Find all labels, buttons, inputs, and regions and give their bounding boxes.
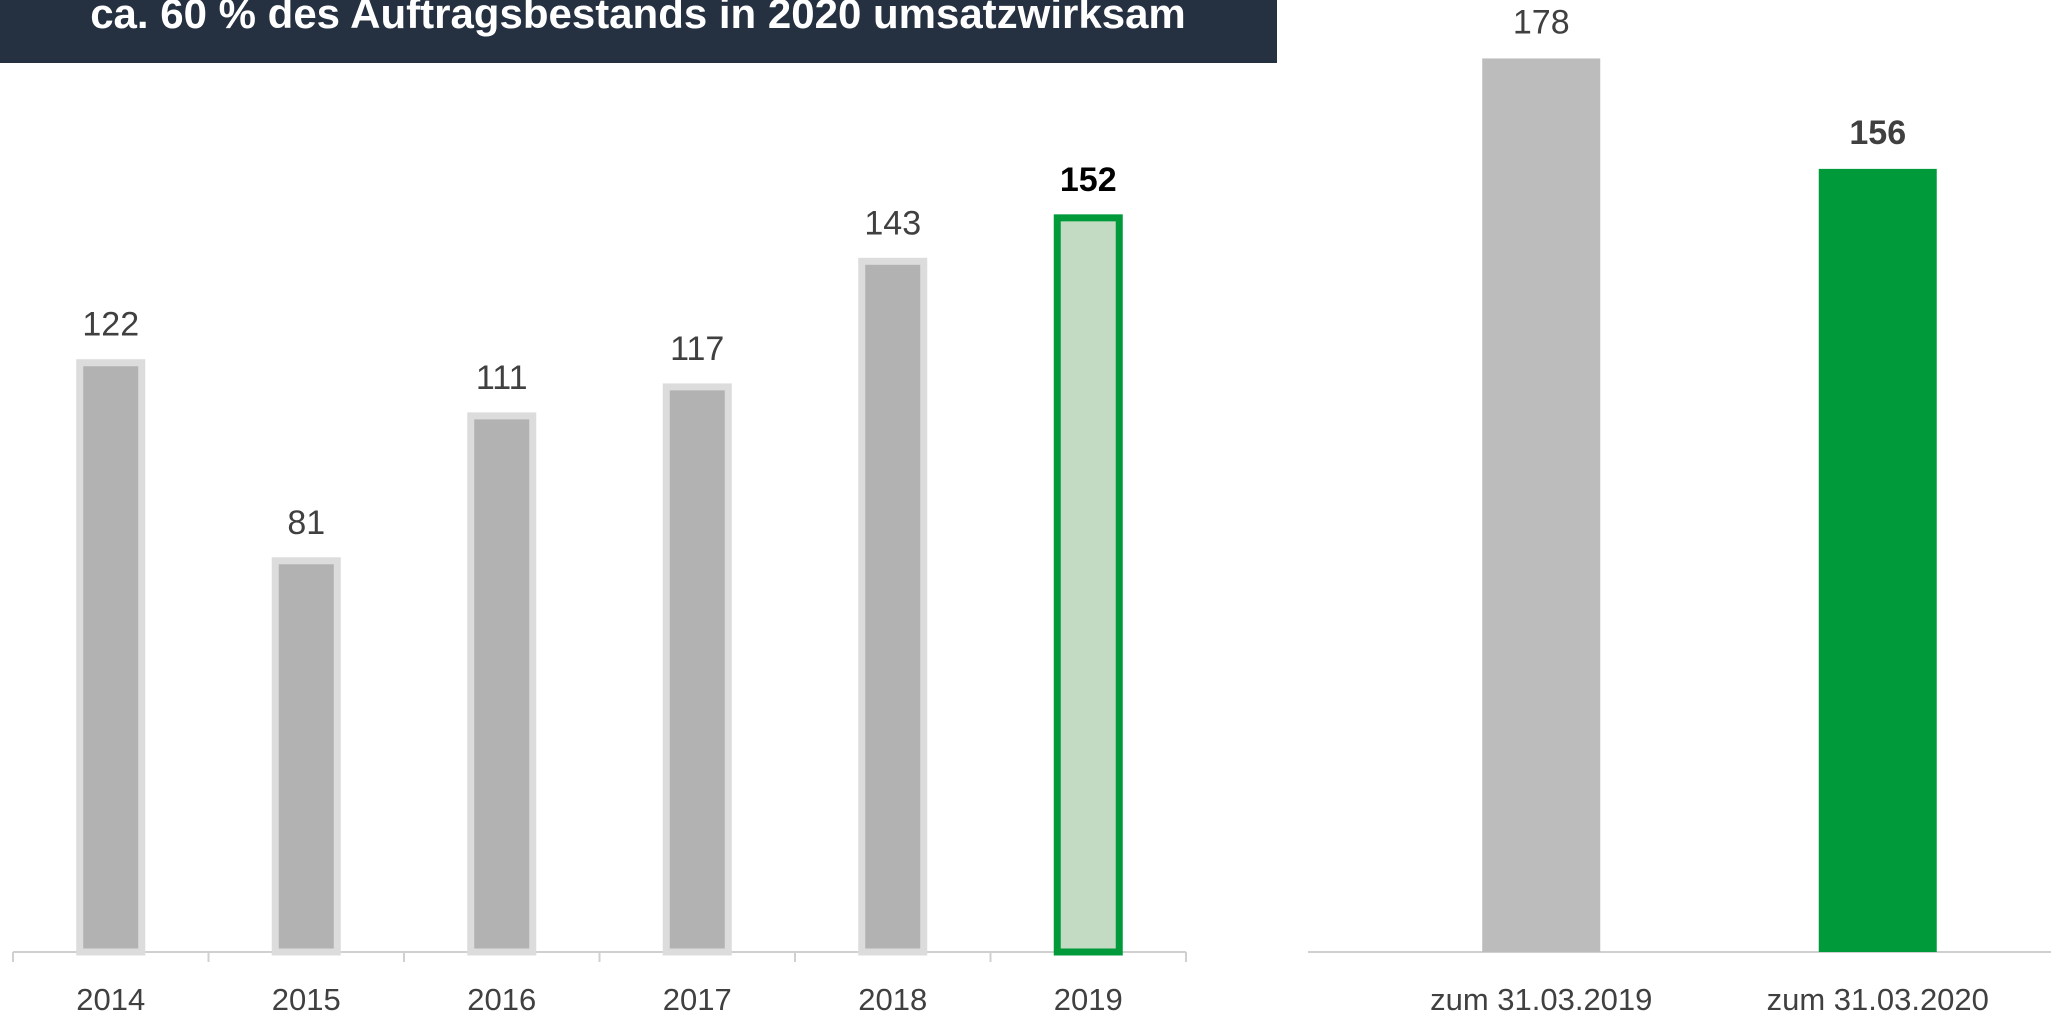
value-label: 122 [82, 306, 139, 344]
value-label: 152 [1060, 161, 1117, 199]
bar [467, 412, 537, 956]
value-label: 81 [287, 504, 325, 542]
bar [1053, 214, 1123, 956]
value-label: 178 [1513, 3, 1570, 41]
value-label: 117 [670, 330, 724, 368]
bar [662, 383, 732, 956]
x-tick-label: zum 31.03.2020 [1767, 982, 1989, 1017]
x-tick-label: 2017 [663, 982, 732, 1017]
x-tick-label: 2016 [467, 982, 536, 1017]
value-label: 156 [1849, 114, 1906, 152]
x-tick-label: 2015 [272, 982, 341, 1017]
value-label: 111 [476, 359, 528, 397]
x-tick-label: zum 31.03.2019 [1430, 982, 1652, 1017]
bar [1818, 168, 1937, 952]
x-tick-label: 2018 [858, 982, 927, 1017]
x-tick-label: 2019 [1054, 982, 1123, 1017]
value-label: 143 [864, 204, 921, 242]
bar [271, 557, 341, 956]
x-tick-label: 2014 [76, 982, 145, 1017]
bar [76, 359, 146, 956]
bar [1482, 58, 1601, 952]
bar [858, 257, 928, 956]
title: ca. 60 % des Auftragsbestands in 2020 um… [90, 0, 1186, 37]
title-banner [0, 0, 1277, 63]
